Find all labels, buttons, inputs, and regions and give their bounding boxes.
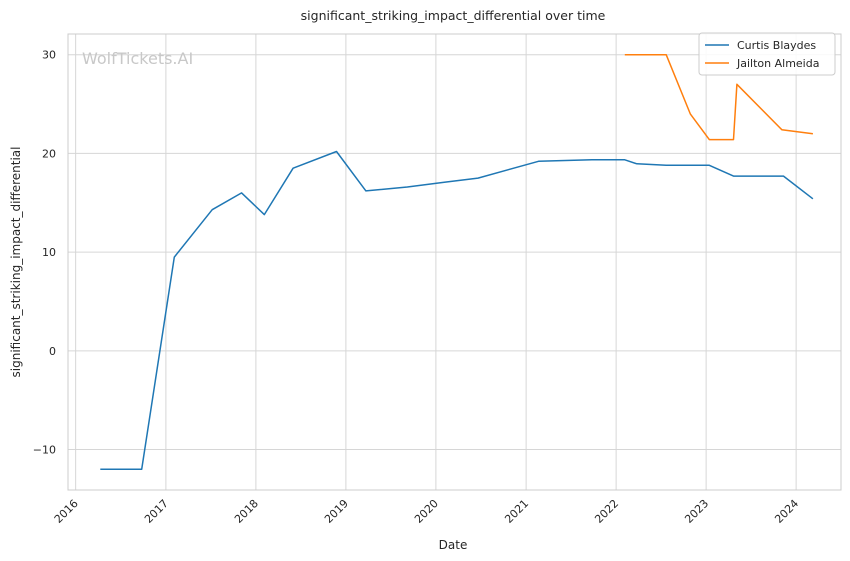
series-line-jailton-almeida xyxy=(624,53,813,141)
plot-frame xyxy=(67,33,842,491)
y-tick-label: 10 xyxy=(42,246,56,259)
watermark: WolfTickets.AI xyxy=(82,49,193,68)
x-tick-label: 2021 xyxy=(502,497,531,526)
x-tick-label: 2023 xyxy=(682,497,711,526)
legend-box xyxy=(698,32,836,76)
chart-title: significant_striking_impact_differential… xyxy=(301,8,606,23)
x-tick-label: 2018 xyxy=(232,497,261,526)
x-tick-label: 2020 xyxy=(412,497,441,526)
legend-label-jailton-almeida: Jailton Almeida xyxy=(736,57,819,70)
x-tick-label: 2016 xyxy=(52,497,81,526)
series-line-curtis-blaydes xyxy=(100,150,814,471)
x-axis-label: Date xyxy=(439,538,468,552)
grid xyxy=(68,34,841,490)
x-tick-label: 2017 xyxy=(142,497,171,526)
y-tick-label: −10 xyxy=(33,444,56,457)
axes xyxy=(67,33,842,491)
tick-labels: −10 0 10 20 30 2016 2017 2018 2019 2020 2021 2022 20… xyxy=(33,49,801,526)
x-tick-label: 2019 xyxy=(322,497,351,526)
y-tick-label: 0 xyxy=(49,345,56,358)
x-tick-label: 2024 xyxy=(772,497,801,526)
y-tick-label: 20 xyxy=(42,147,56,160)
legend-label-curtis-blaydes: Curtis Blaydes xyxy=(737,39,816,52)
y-axis-label: significant_striking_impact_differential xyxy=(9,147,23,378)
x-tick-label: 2022 xyxy=(592,497,621,526)
y-tick-label: 30 xyxy=(42,49,56,62)
legend: Curtis Blaydes Jailton Almeida xyxy=(698,32,836,76)
series-group xyxy=(100,53,814,471)
